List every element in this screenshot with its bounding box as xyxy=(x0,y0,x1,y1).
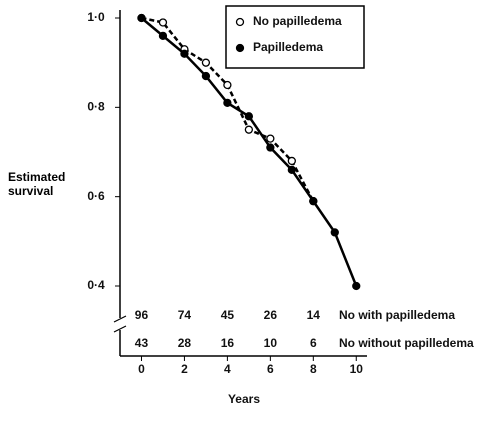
data-point xyxy=(158,18,168,27)
data-point xyxy=(201,71,211,81)
axis-break xyxy=(113,315,127,333)
at-risk-value: 14 xyxy=(307,308,321,322)
x-tick-label: 10 xyxy=(350,362,364,376)
x-tick-label: 8 xyxy=(310,362,317,376)
data-point xyxy=(266,143,275,152)
data-point xyxy=(244,125,254,134)
y-tick-label: 0·6 xyxy=(87,189,105,203)
x-tick-label: 6 xyxy=(267,362,274,376)
y-axis-label: Estimated survival xyxy=(8,170,66,198)
at-risk-value: 26 xyxy=(264,308,278,322)
x-tick-label: 4 xyxy=(224,362,231,376)
data-point xyxy=(223,80,232,90)
x-tick-label: 2 xyxy=(181,362,188,376)
data-point xyxy=(287,156,296,166)
data-point xyxy=(352,281,361,291)
data-point xyxy=(180,49,189,58)
at-risk-label: No with papilledema xyxy=(339,308,455,322)
at-risk-value: 45 xyxy=(221,308,235,322)
data-point xyxy=(137,13,146,23)
data-point xyxy=(330,228,339,237)
data-point xyxy=(309,196,318,206)
legend-box xyxy=(225,5,365,69)
legend-marker xyxy=(235,17,245,27)
at-risk-value: 16 xyxy=(221,336,235,350)
at-risk-value: 10 xyxy=(264,336,278,350)
at-risk-value: 6 xyxy=(310,336,317,350)
data-point xyxy=(287,165,296,175)
at-risk-label: No without papilledema xyxy=(339,336,474,350)
at-risk-value: 43 xyxy=(135,336,149,350)
y-tick-label: 0·8 xyxy=(87,100,105,114)
y-tick-label: 0·4 xyxy=(87,278,105,292)
data-point xyxy=(201,58,211,67)
legend-marker xyxy=(235,43,245,53)
data-point xyxy=(158,31,168,41)
data-point xyxy=(266,134,275,143)
at-risk-value: 74 xyxy=(178,308,192,322)
x-tick-label: 0 xyxy=(138,362,145,376)
at-risk-value: 28 xyxy=(178,336,192,350)
at-risk-value: 96 xyxy=(135,308,149,322)
y-tick-label: 1·0 xyxy=(87,10,105,24)
data-point xyxy=(223,98,232,108)
legend-label: Papilledema xyxy=(253,40,323,54)
data-point xyxy=(244,112,254,121)
legend-label: No papilledema xyxy=(253,14,342,28)
x-axis-label: Years xyxy=(228,392,260,406)
